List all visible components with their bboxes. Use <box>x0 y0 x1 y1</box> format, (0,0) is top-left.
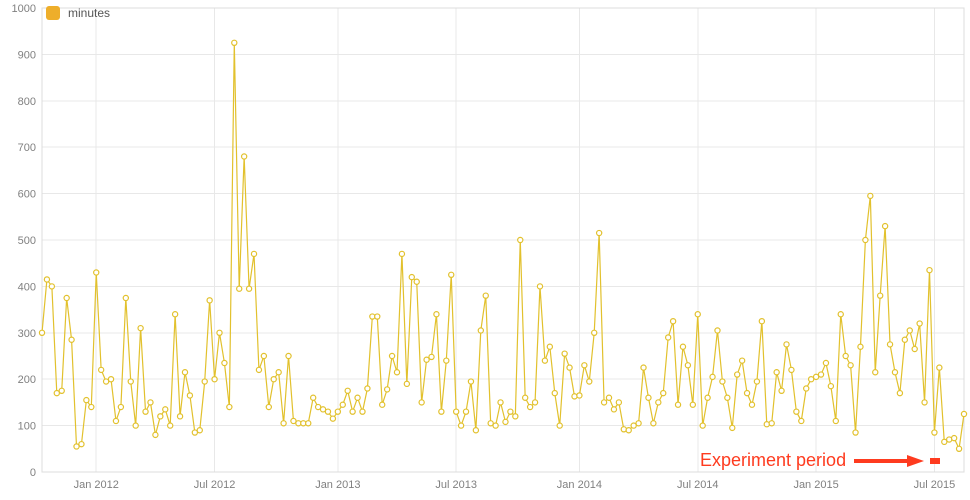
legend: minutes <box>46 6 110 20</box>
svg-text:300: 300 <box>18 328 36 340</box>
svg-text:Jul 2012: Jul 2012 <box>194 479 236 491</box>
svg-text:Jan 2014: Jan 2014 <box>557 479 602 491</box>
svg-text:Jan 2013: Jan 2013 <box>315 479 360 491</box>
svg-text:100: 100 <box>18 421 36 433</box>
legend-label: minutes <box>68 6 110 20</box>
svg-text:Jul 2014: Jul 2014 <box>677 479 719 491</box>
svg-text:0: 0 <box>30 467 36 479</box>
legend-swatch <box>46 6 60 20</box>
svg-text:Jan 2012: Jan 2012 <box>74 479 119 491</box>
svg-text:Jan 2015: Jan 2015 <box>793 479 838 491</box>
line-chart: 0 100 200 300 400 500 600 700 800 900 1000 Jan 2012… <box>0 0 970 500</box>
svg-text:700: 700 <box>18 142 36 154</box>
experiment-annotation: Experiment period <box>700 450 942 471</box>
svg-text:900: 900 <box>18 49 36 61</box>
svg-text:Jul 2015: Jul 2015 <box>914 479 956 491</box>
svg-text:400: 400 <box>18 281 36 293</box>
arrow-right-icon <box>852 451 942 471</box>
svg-text:500: 500 <box>18 235 36 247</box>
chart-container: minutes 0 100 200 300 400 500 600 700 800 900 1000… <box>0 0 970 500</box>
svg-text:200: 200 <box>18 374 36 386</box>
svg-text:Jul 2013: Jul 2013 <box>435 479 477 491</box>
svg-text:800: 800 <box>18 96 36 108</box>
svg-text:1000: 1000 <box>12 3 36 15</box>
annotation-text: Experiment period <box>700 450 846 471</box>
svg-text:600: 600 <box>18 189 36 201</box>
